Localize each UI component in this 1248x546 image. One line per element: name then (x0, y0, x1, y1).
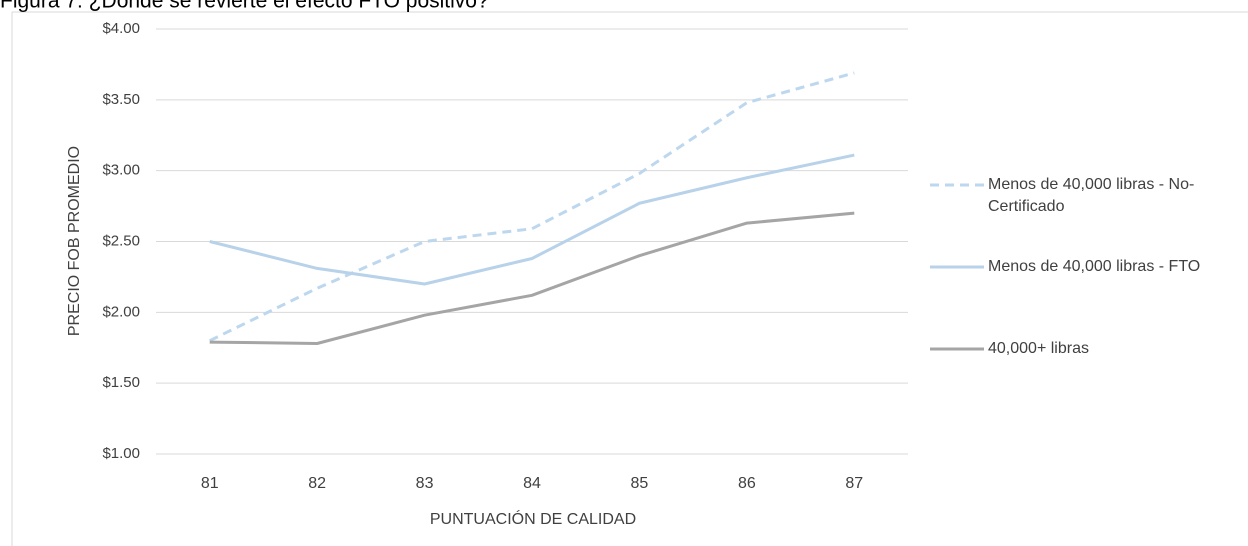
y-tick-label: $2.50 (102, 232, 140, 249)
x-tick-label: 87 (845, 475, 863, 492)
chart-title: Figura 7: ¿Dónde se revierte el efecto F… (0, 0, 489, 13)
y-tick-label: $1.50 (102, 374, 140, 391)
legend-label: 40,000+ libras (988, 340, 1089, 357)
y-tick-label: $3.00 (102, 162, 140, 179)
x-tick-label: 81 (201, 475, 219, 492)
series-line (209, 71, 855, 343)
legend-label: Menos de 40,000 libras - FTO (988, 258, 1201, 275)
legend-label: Menos de 40,000 libras - No-Certificado (988, 176, 1195, 215)
y-tick-label: $3.50 (102, 91, 140, 108)
series-line (209, 211, 855, 345)
y-tick-label: $1.00 (102, 445, 140, 462)
x-tick-label: 82 (308, 475, 326, 492)
x-tick-label: 86 (738, 475, 756, 492)
y-tick-label: $4.00 (102, 20, 140, 37)
x-axis-title: PUNTUACIÓN DE CALIDAD (430, 509, 636, 528)
y-tick-label: $2.00 (102, 303, 140, 320)
y-axis-title: PRECIO FOB PROMEDIO (66, 146, 83, 336)
x-tick-label: 85 (631, 475, 649, 492)
x-tick-label: 83 (416, 475, 434, 492)
x-tick-label: 84 (523, 475, 541, 492)
series-line (209, 153, 855, 286)
